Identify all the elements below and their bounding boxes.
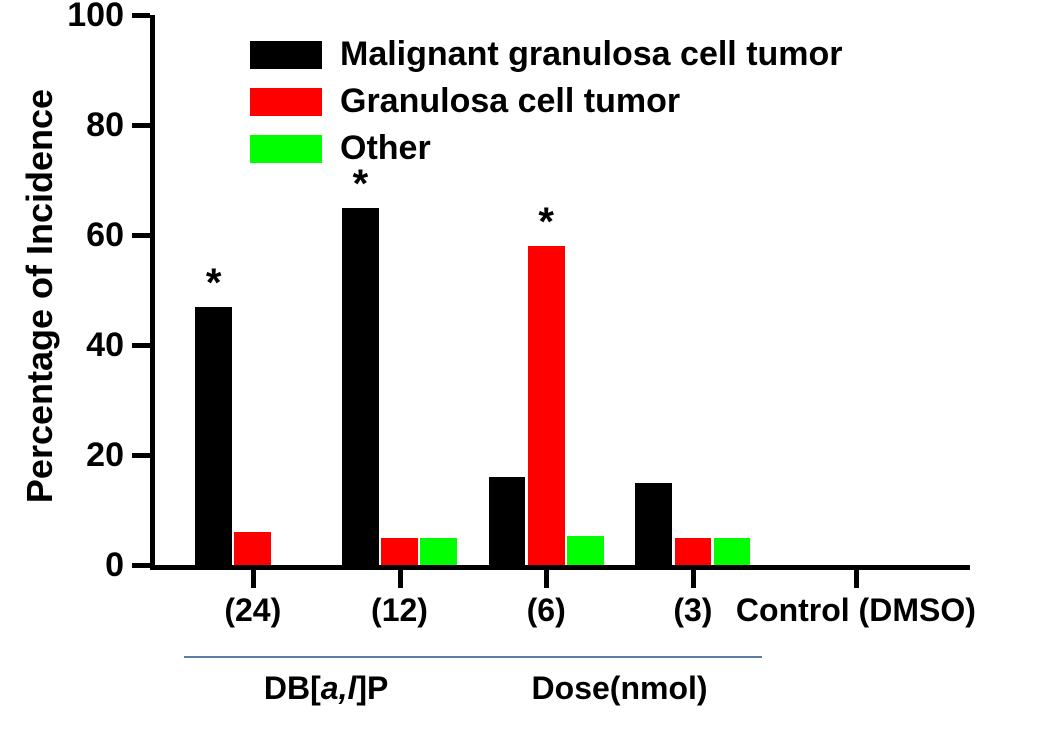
x-group-label: Dose(nmol) <box>510 670 730 707</box>
legend-swatch <box>250 41 322 69</box>
significance-marker: * <box>528 200 565 245</box>
x-category-label: (12) <box>340 592 460 629</box>
y-tick-mark <box>132 13 150 18</box>
x-tick-mark <box>251 570 256 588</box>
bar-granulosa <box>234 532 271 565</box>
bar-granulosa <box>675 538 712 566</box>
bar-malignant <box>489 477 526 565</box>
y-tick-label: 40 <box>52 326 124 365</box>
legend-row: Malignant granulosa cell tumor <box>250 35 843 74</box>
y-tick-label: 80 <box>52 106 124 145</box>
legend-label: Malignant granulosa cell tumor <box>340 35 843 74</box>
bar-other <box>420 538 457 566</box>
x-tick-mark <box>398 570 403 588</box>
bar-granulosa <box>528 246 565 565</box>
incidence-bar-chart: Percentage of Incidence Malignant granul… <box>0 0 1050 753</box>
x-category-label: (24) <box>193 592 313 629</box>
x-tick-mark <box>691 570 696 588</box>
x-category-label: Control (DMSO) <box>696 592 1016 629</box>
bar-malignant <box>195 307 232 566</box>
legend: Malignant granulosa cell tumor Granulosa … <box>250 35 843 176</box>
x-group-label: DB[a,l]P <box>216 670 436 707</box>
legend-label: Granulosa cell tumor <box>340 82 680 121</box>
x-group-line <box>184 656 763 658</box>
bar-other <box>567 536 604 565</box>
y-tick-mark <box>132 563 150 568</box>
x-category-label: (6) <box>486 592 606 629</box>
x-tick-mark <box>854 570 859 588</box>
y-tick-mark <box>132 343 150 348</box>
legend-row: Granulosa cell tumor <box>250 82 843 121</box>
bar-granulosa <box>381 538 418 566</box>
y-tick-mark <box>132 453 150 458</box>
y-tick-label: 20 <box>52 436 124 475</box>
y-tick-label: 60 <box>52 216 124 255</box>
y-tick-label: 0 <box>52 546 124 585</box>
x-tick-mark <box>544 570 549 588</box>
bar-malignant <box>342 208 379 566</box>
legend-swatch <box>250 88 322 116</box>
y-tick-mark <box>132 123 150 128</box>
bar-malignant <box>635 483 672 566</box>
significance-marker: * <box>195 261 232 306</box>
legend-swatch <box>250 135 322 163</box>
legend-row: Other <box>250 129 843 168</box>
bar-other <box>714 538 751 566</box>
y-tick-label: 100 <box>52 0 124 35</box>
significance-marker: * <box>342 162 379 207</box>
y-tick-mark <box>132 233 150 238</box>
